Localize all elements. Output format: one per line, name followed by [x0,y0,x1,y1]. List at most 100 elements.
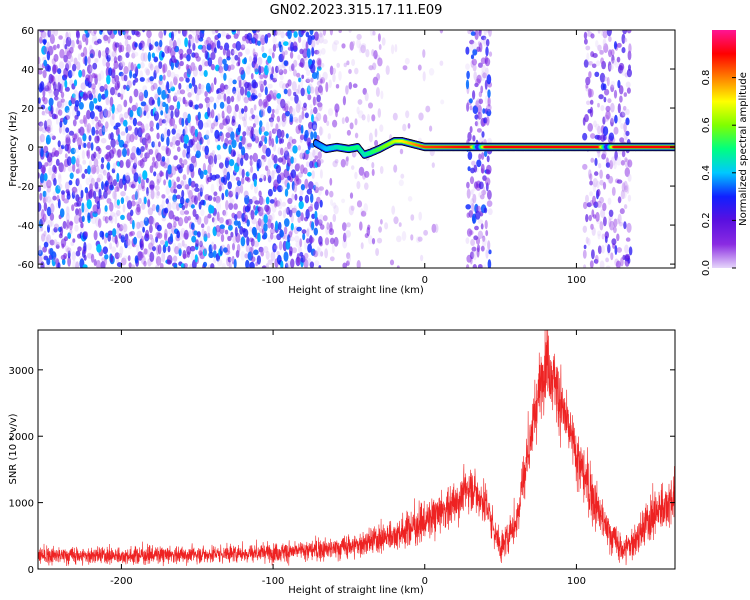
spectrogram-cell [160,133,165,142]
spectrogram-cell [311,213,316,219]
spectrogram-cell [322,215,328,222]
spectrogram-cell [364,182,369,190]
spectrogram-cell [43,145,49,154]
spectrogram-cell [182,111,188,119]
spectrogram-cell [609,160,614,170]
spectrogram-cell [137,23,140,29]
spectrogram-cell [170,110,174,119]
spectrogram-cell [86,149,91,160]
spectrogram-cell [621,47,626,54]
spectrogram-cell [465,204,472,210]
spectrogram-cell [245,143,249,150]
spectrogram-cell [372,76,379,86]
spectrogram-cell [64,236,68,242]
spectrogram-noise [38,20,633,268]
spectrogram-cell [310,248,316,256]
spectrogram-cell [76,61,81,71]
spectrogram-cell [481,189,487,196]
spectrogram-cell [120,44,125,53]
spectrogram-cell [591,249,595,260]
spectrogram-cell [270,251,276,261]
spectrogram-cell [469,251,475,260]
spectrogram-cell [328,79,332,88]
spectrogram-cell [262,246,269,253]
spectrogram-cell [583,244,587,250]
spectrogram-cell [206,138,211,146]
spectrogram-cell [39,133,45,143]
spectrogram-cell [333,40,340,45]
spectrogram-cell [218,217,224,224]
spectrogram-cell [49,133,54,139]
spectrogram-cell [128,61,132,72]
spectrogram-cell [163,30,167,36]
spectrogram-cell [614,245,618,255]
spectrogram-cell [258,140,263,147]
spectrogram-cell [45,134,51,145]
spectrogram-cell [212,250,217,259]
spectrogram-cell [360,242,364,250]
spectrogram-cell [182,149,187,158]
spectrogram-cell [356,106,360,115]
spectrogram-cell [268,90,274,100]
spectrogram-cell [49,30,55,37]
spectrogram-cell [352,40,356,47]
spectrogram-cell [253,129,259,139]
spectrogram-cell [102,56,107,67]
spectrogram-cell [247,63,252,70]
spectrogram-cell [467,22,472,28]
spectrogram-cell [127,125,132,131]
spectrogram-cell [199,170,204,180]
spectrogram-cell [162,63,168,73]
spectrogram-cell [164,207,169,214]
spectrogram-cell [292,145,298,154]
spectrogram-cell [157,86,162,96]
spectrogram-cell [298,195,303,202]
spectrogram-cell [77,246,82,252]
spectrogram-cell [41,110,46,116]
spectrogram-cell [589,173,593,181]
spectrogram-cell [353,30,357,31]
spectrogram-cell [79,126,85,136]
spectrogram-cell [153,139,158,148]
spectrogram-cell [326,222,330,231]
spectrogram-cell [271,52,275,59]
spectrogram-cell [304,112,309,119]
spectrogram-cell [66,191,71,196]
spectrogram-cell [174,108,180,118]
spectrogram-cell [225,132,231,139]
spectrogram-cell [599,221,604,231]
spectrogram-cell [147,198,151,208]
spectrogram-cell [227,181,232,190]
spectrogram-cell [199,20,203,27]
spectrogram-cell [360,44,366,54]
spectrogram-cell [471,160,476,166]
spectrogram-cell [364,170,370,178]
spectrogram-cell [623,122,627,133]
spectrogram-cell [53,177,57,186]
spectrogram-cell [469,105,473,111]
spectrogram-cell [582,132,588,141]
spectrogram-cell [227,164,233,173]
spectrogram-cell [80,52,85,57]
spectrogram-cell [312,149,316,158]
spectrogram-cell [93,158,99,168]
spectrogram-cell [228,261,232,268]
spectrogram-cell [318,30,323,33]
spectrogram-cell [243,30,245,31]
spectrogram-cell [329,177,333,186]
spectrogram-cell [248,20,253,28]
spectrogram-cell [166,222,173,230]
spectrogram-cell [375,248,379,256]
spectrogram-cell [84,168,88,174]
spectrogram-cell [306,188,313,195]
spectrogram-cell [187,92,192,98]
spectrogram-cell [111,103,115,114]
spectrogram-cell [139,40,145,48]
spectrogram-cell [400,173,405,179]
spectrogram-cell [270,232,274,240]
spectrogram-cell [470,54,475,60]
spectrogram-cell [76,154,81,165]
spectrogram-cell [90,253,95,263]
spectrogram-cell [379,124,384,132]
